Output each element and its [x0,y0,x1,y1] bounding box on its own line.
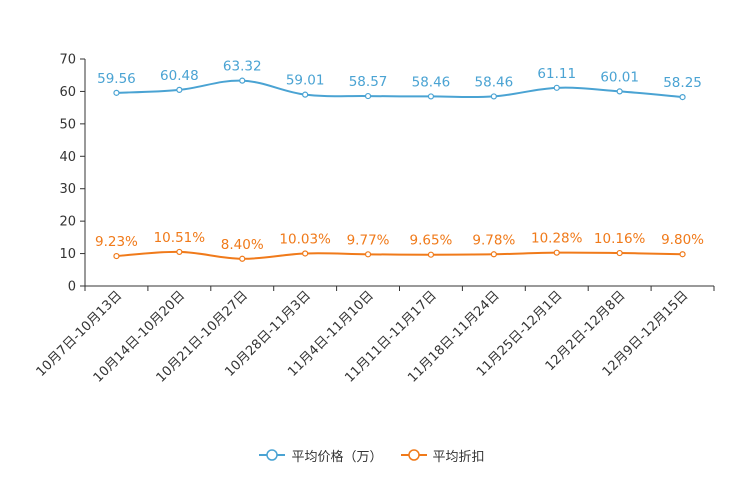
data-label: 60.01 [600,69,639,85]
data-label: 10.28% [531,231,583,247]
data-point [679,94,686,101]
data-label: 9.65% [410,233,453,249]
legend-item-price[interactable]: 平均价格（万） [259,446,383,465]
legend-line-circle-icon [259,449,286,461]
legend-label-price: 平均价格（万） [291,449,383,465]
y-tick-label: 40 [59,150,76,165]
data-point [113,89,120,96]
data-label: 59.01 [286,73,325,89]
chart-legend: 平均价格（万） 平均折扣 [0,443,744,467]
data-label: 9.77% [347,232,390,248]
legend-label-discount: 平均折扣 [432,449,485,465]
data-point [176,248,183,256]
data-point [176,86,183,93]
data-label: 61.11 [537,66,576,82]
series-line-price [116,79,683,99]
line-chart: 01020304050607010月7日-10月13日10月14日-10月20日… [34,53,715,386]
data-point [239,255,246,262]
data-label: 10.16% [594,231,646,247]
legend-item-discount[interactable]: 平均折扣 [400,446,485,465]
data-label: 9.78% [472,232,515,248]
data-point [553,84,560,91]
data-point [364,251,372,258]
data-point [553,249,560,256]
data-point [364,92,372,100]
y-tick-label: 0 [68,280,76,295]
data-label: 58.57 [349,74,388,90]
data-label: 60.48 [160,68,199,84]
y-tick-label: 10 [59,247,76,262]
data-point [490,251,497,258]
y-tick-label: 70 [59,53,76,68]
data-label: 63.32 [223,59,262,75]
data-point [616,249,623,257]
data-point [427,93,435,100]
y-tick-label: 30 [59,182,76,197]
data-point [427,251,435,258]
data-label: 8.40% [221,237,264,253]
data-label: 58.46 [475,74,514,90]
data-point [679,251,686,258]
data-point [616,88,623,95]
legend-line-circle-icon [400,449,427,461]
data-point [302,250,309,257]
data-label: 10.51% [154,230,206,246]
series-line-discount [116,250,683,260]
data-label: 59.56 [97,71,136,87]
data-point [302,91,309,98]
data-label: 9.80% [661,232,704,248]
data-point [490,93,497,100]
data-point [239,77,246,84]
data-point [113,252,120,260]
data-label: 58.46 [412,74,451,90]
y-tick-label: 20 [59,215,76,230]
data-label: 10.03% [279,231,331,247]
data-label: 58.25 [663,75,702,91]
data-label: 9.23% [95,234,138,250]
y-tick-label: 50 [59,117,76,132]
y-tick-label: 60 [59,85,76,100]
